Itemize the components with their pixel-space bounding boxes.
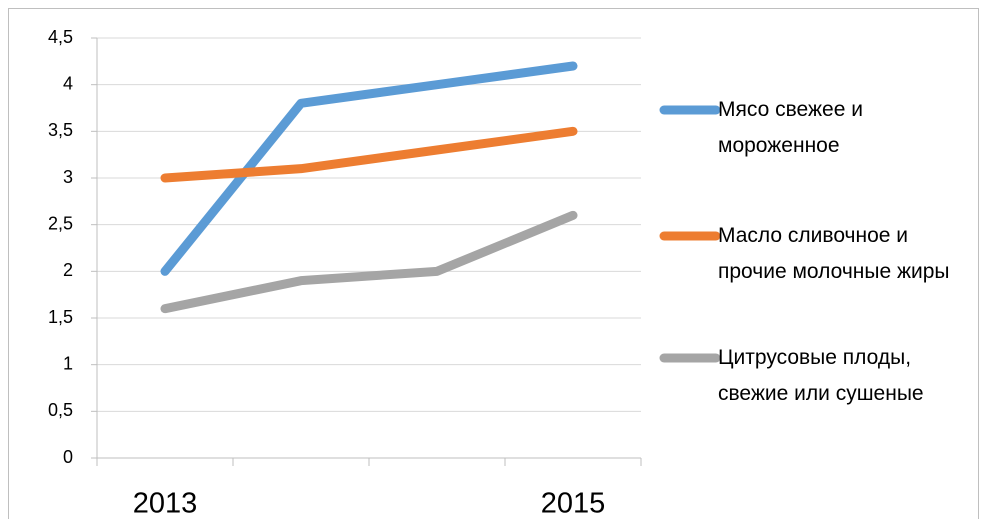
y-tick-label: 1 <box>63 353 73 373</box>
y-tick-label: 1,5 <box>48 307 73 327</box>
y-tick-label: 0 <box>63 447 73 467</box>
series-line <box>160 61 578 276</box>
y-tick-label: 3 <box>63 167 73 187</box>
x-tick-label: 2015 <box>541 488 606 519</box>
series-line <box>160 126 578 183</box>
legend-label: Мясо свежее и мороженное <box>718 98 863 157</box>
y-tick-label: 4 <box>63 73 73 93</box>
series-line <box>160 210 578 314</box>
y-tick-label: 2 <box>63 260 73 280</box>
y-tick-label: 3,5 <box>48 120 73 140</box>
chart-border <box>8 8 979 519</box>
legend-label: Масло сливочное и прочие молочные жиры <box>718 224 950 283</box>
y-tick-label: 4,5 <box>48 27 73 47</box>
y-tick-label: 2,5 <box>48 213 73 233</box>
legend-label: Цитрусовые плоды, свежие или сушеные <box>718 346 924 405</box>
y-tick-label: 0,5 <box>48 400 73 420</box>
x-tick-label: 2013 <box>133 488 198 519</box>
